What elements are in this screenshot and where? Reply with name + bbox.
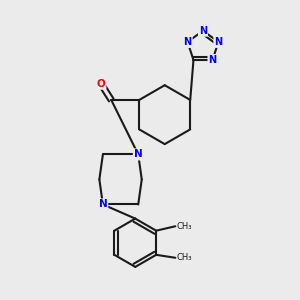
Text: N: N (199, 26, 207, 36)
Text: N: N (184, 37, 192, 47)
Text: CH₃: CH₃ (177, 222, 192, 231)
Text: N: N (208, 55, 217, 65)
Text: CH₃: CH₃ (177, 253, 192, 262)
Text: N: N (214, 37, 223, 47)
Text: N: N (98, 200, 107, 209)
Text: O: O (97, 79, 105, 89)
Text: N: N (134, 149, 142, 159)
